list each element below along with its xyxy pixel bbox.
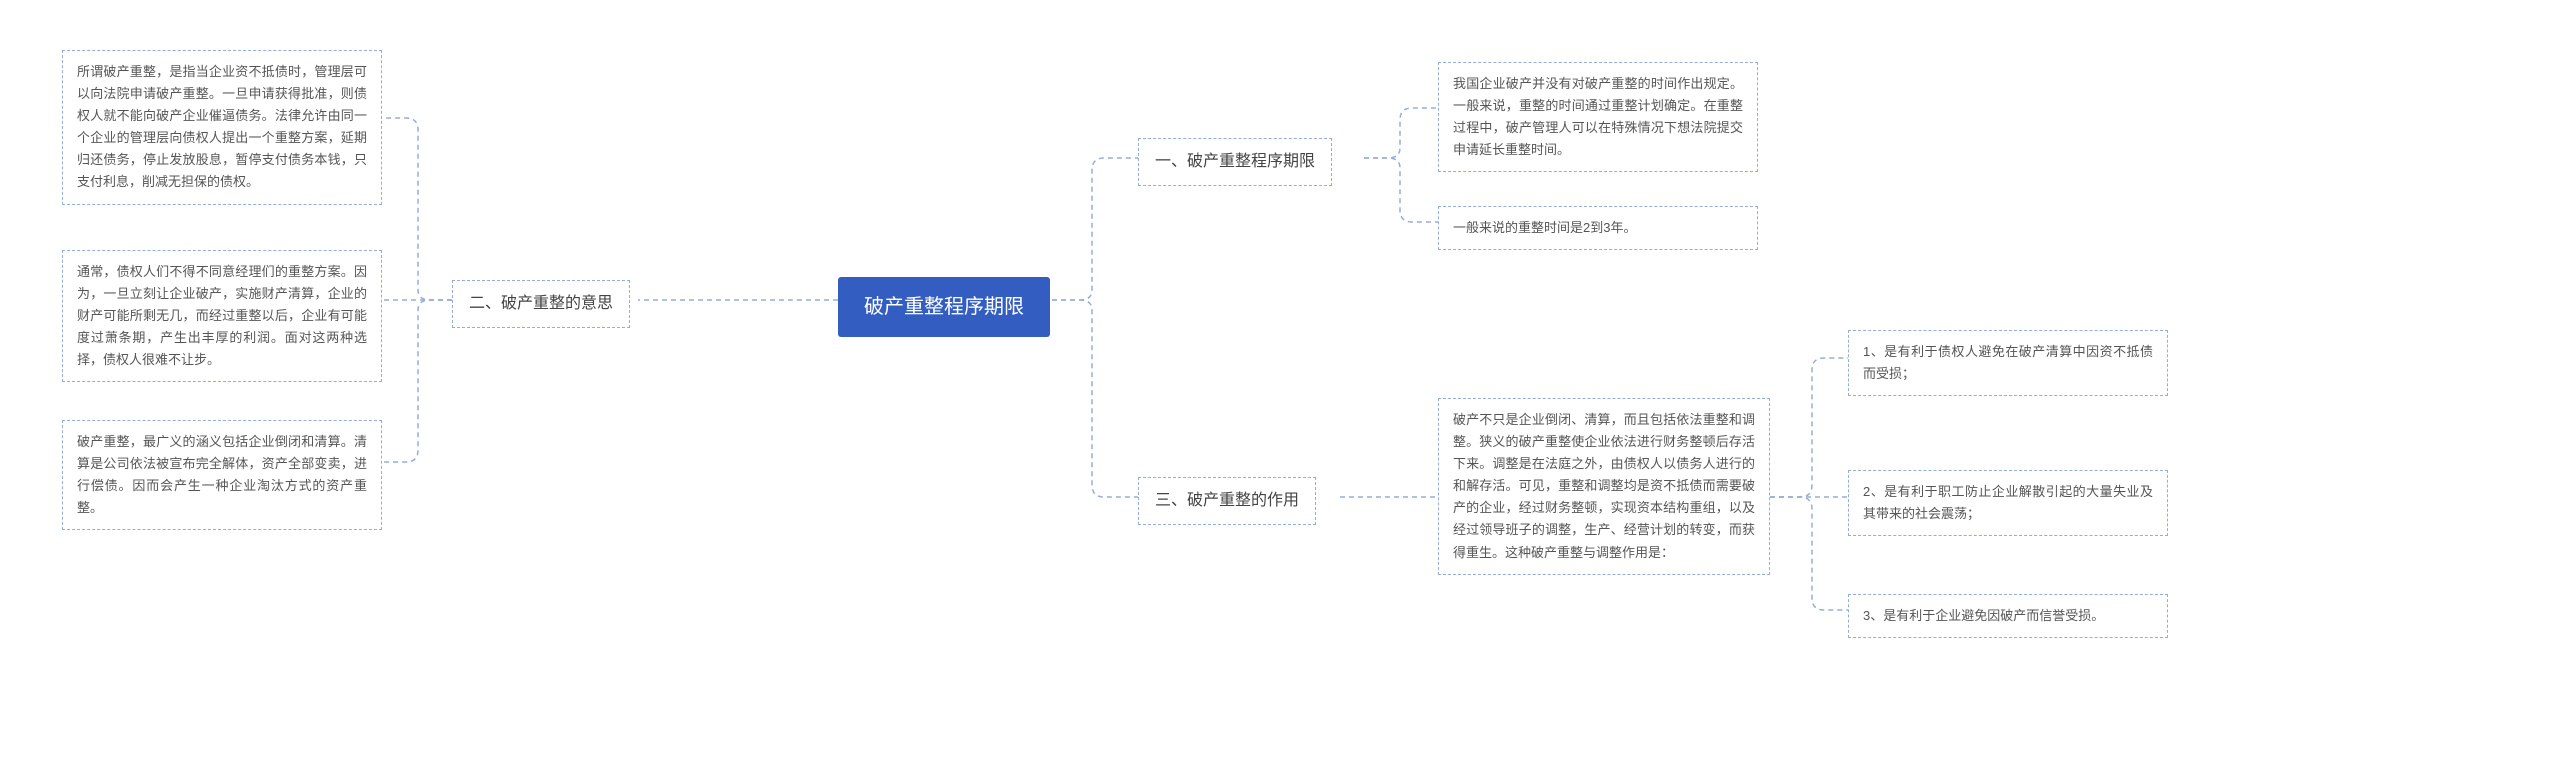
left-detail-1-text: 通常，债权人们不得不同意经理们的重整方案。因为，一旦立刻让企业破产，实施财产清算…	[77, 264, 367, 367]
center-label: 破产重整程序期限	[864, 296, 1024, 318]
branch1-detail-1-text: 一般来说的重整时间是2到3年。	[1453, 220, 1636, 235]
branch3-sub-1: 2、是有利于职工防止企业解散引起的大量失业及其带来的社会震荡；	[1848, 470, 2168, 536]
connectors	[0, 0, 2560, 773]
branch-right-3: 三、破产重整的作用	[1138, 477, 1316, 525]
branch3-main-detail: 破产不只是企业倒闭、清算，而且包括依法重整和调整。狭义的破产重整使企业依法进行财…	[1438, 398, 1770, 575]
branch-right-1-label: 一、破产重整程序期限	[1155, 153, 1315, 170]
branch3-sub-2-text: 3、是有利于企业避免因破产而信誉受损。	[1863, 608, 2104, 623]
branch3-sub-0: 1、是有利于债权人避免在破产清算中因资不抵债而受损；	[1848, 330, 2168, 396]
left-detail-1: 通常，债权人们不得不同意经理们的重整方案。因为，一旦立刻让企业破产，实施财产清算…	[62, 250, 382, 382]
branch-right-3-label: 三、破产重整的作用	[1155, 492, 1299, 509]
branch1-detail-0: 我国企业破产并没有对破产重整的时间作出规定。一般来说，重整的时间通过重整计划确定…	[1438, 62, 1758, 172]
branch-right-1: 一、破产重整程序期限	[1138, 138, 1332, 186]
left-detail-2-text: 破产重整，最广义的涵义包括企业倒闭和清算。清算是公司依法被宣布完全解体，资产全部…	[77, 434, 367, 515]
center-node: 破产重整程序期限	[838, 277, 1050, 337]
branch-left-label: 二、破产重整的意思	[469, 295, 613, 312]
branch3-sub-0-text: 1、是有利于债权人避免在破产清算中因资不抵债而受损；	[1863, 344, 2153, 381]
left-detail-0: 所谓破产重整，是指当企业资不抵债时，管理层可以向法院申请破产重整。一旦申请获得批…	[62, 50, 382, 205]
branch1-detail-1: 一般来说的重整时间是2到3年。	[1438, 206, 1758, 250]
left-detail-0-text: 所谓破产重整，是指当企业资不抵债时，管理层可以向法院申请破产重整。一旦申请获得批…	[77, 64, 367, 189]
branch-left: 二、破产重整的意思	[452, 280, 630, 328]
branch1-detail-0-text: 我国企业破产并没有对破产重整的时间作出规定。一般来说，重整的时间通过重整计划确定…	[1453, 76, 1743, 157]
branch3-sub-2: 3、是有利于企业避免因破产而信誉受损。	[1848, 594, 2168, 638]
left-detail-2: 破产重整，最广义的涵义包括企业倒闭和清算。清算是公司依法被宣布完全解体，资产全部…	[62, 420, 382, 530]
branch3-main-detail-text: 破产不只是企业倒闭、清算，而且包括依法重整和调整。狭义的破产重整使企业依法进行财…	[1453, 412, 1755, 560]
branch3-sub-1-text: 2、是有利于职工防止企业解散引起的大量失业及其带来的社会震荡；	[1863, 484, 2153, 521]
